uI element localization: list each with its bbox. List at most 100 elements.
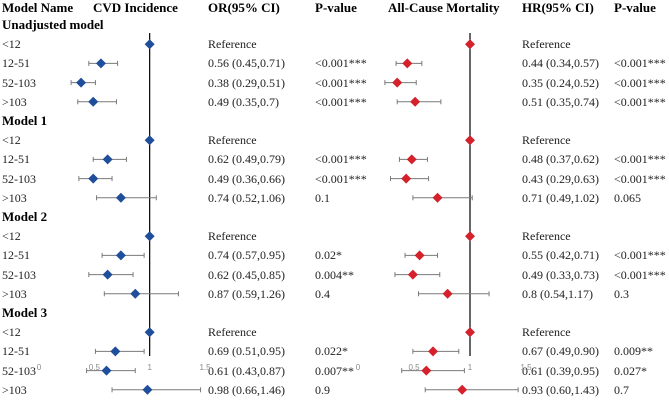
point-estimate-marker [144,39,155,50]
point-estimate-marker [142,384,153,395]
hr-p-value: 0.065 [614,190,641,205]
point-estimate-marker [406,154,417,165]
header-all-cause-mortality: All-Cause Mortality [388,0,500,15]
hr-ci-text: 0.67 (0.49,0.90) [522,344,599,359]
point-estimate-marker [95,58,106,69]
hr-ci-text: 0.49 (0.33,0.73) [522,267,599,282]
point-estimate-marker [110,346,121,357]
point-estimate-marker [102,269,113,280]
or-p-value: <0.001*** [315,75,367,90]
row-label: 52-103 [2,267,36,282]
point-estimate-marker [428,346,439,357]
header-p-value-2: P-value [614,0,656,15]
or-p-value: 0.4 [315,286,330,301]
hr-p-value: 0.009** [614,344,653,359]
row-label: <12 [2,229,21,244]
point-estimate-marker [465,231,475,242]
or-ci-text: 0.74 (0.57,0.95) [208,248,285,263]
hr-p-value: <0.001*** [614,94,666,109]
point-estimate-marker [115,192,126,203]
hr-ci-text: Reference [522,325,571,340]
point-estimate-marker [88,96,99,107]
row-label: >103 [2,94,27,109]
point-estimate-marker [102,154,113,165]
hr-ci-text: 0.35 (0.24,0.52) [522,75,599,90]
point-estimate-marker [144,135,155,146]
or-p-value: 0.022* [315,344,348,359]
row-label: 52-103 [2,75,36,90]
section-title: Model 3 [2,305,48,320]
or-p-value: 0.004** [315,267,354,282]
point-estimate-marker [465,39,475,50]
hr-p-value: 0.027* [614,363,647,378]
or-p-value: 0.9 [315,382,330,397]
row-label: <12 [2,37,21,52]
section-title: Model 1 [2,113,48,128]
point-estimate-marker [76,77,87,88]
axis-tick-label: 0.5 [89,363,101,372]
hr-p-value: <0.001*** [614,56,666,71]
header-or-ci: OR(95% CI) [208,0,280,15]
hr-p-value: <0.001*** [614,171,666,186]
hr-ci-text: 0.93 (0.60,1.43) [522,382,599,397]
point-estimate-marker [465,327,475,338]
point-estimate-marker [457,384,468,395]
hr-ci-text: 0.43 (0.29,0.63) [522,171,599,186]
point-estimate-marker [144,327,155,338]
or-ci-text: 0.49 (0.36,0.66) [208,171,285,186]
hr-ci-text: Reference [522,37,571,52]
or-ci-text: 0.69 (0.51,0.95) [208,344,285,359]
or-ci-text: 0.62 (0.45,0.85) [208,267,285,282]
or-p-value: <0.001*** [315,152,367,167]
hr-ci-text: 0.48 (0.37,0.62) [522,152,599,167]
point-estimate-marker [414,250,425,261]
axis-tick-label: 1 [468,363,473,372]
axis-tick-label: 0.5 [408,363,420,372]
point-estimate-marker [402,58,413,69]
or-ci-text: 0.62 (0.49,0.79) [208,152,285,167]
or-ci-text: 0.61 (0.43,0.87) [208,363,285,378]
axis-tick-label: 1.5 [199,363,211,372]
point-estimate-marker [421,365,432,376]
point-estimate-marker [401,173,412,184]
row-label: 52-103 [2,363,36,378]
header-cvd-incidence: CVD Incidence [93,0,178,15]
or-p-value: 0.007** [315,363,354,378]
or-ci-text: 0.98 (0.66,1.46) [208,382,285,397]
or-ci-text: Reference [208,133,257,148]
row-label: <12 [2,325,21,340]
hr-ci-text: 0.55 (0.42,0.71) [522,248,599,263]
header-model-name: Model Name [2,0,74,15]
or-ci-text: 0.56 (0.45,0.71) [208,56,285,71]
hr-ci-text: 0.44 (0.34,0.57) [522,56,599,71]
or-p-value: <0.001*** [315,56,367,71]
point-estimate-marker [130,288,141,299]
hr-p-value: <0.001*** [614,75,666,90]
row-label: >103 [2,382,27,397]
axis-tick-label: 1.5 [520,363,532,372]
axis-tick-label: 1 [147,363,152,372]
header-p-value-1: P-value [315,0,357,15]
or-ci-text: 0.38 (0.29,0.51) [208,75,285,90]
or-p-value: <0.001*** [315,94,367,109]
row-label: >103 [2,286,27,301]
or-ci-text: Reference [208,37,257,52]
row-label: 12-51 [2,56,30,71]
point-estimate-marker [410,96,421,107]
hr-p-value: <0.001*** [614,152,666,167]
hr-ci-text: Reference [522,229,571,244]
axis-tick-label: 0 [37,363,42,372]
row-label: 12-51 [2,344,30,359]
hr-ci-text: 0.71 (0.49,1.02) [522,190,599,205]
point-estimate-marker [88,173,99,184]
row-label: 12-51 [2,152,30,167]
row-label: 12-51 [2,248,30,263]
or-ci-text: 0.87 (0.59,1.26) [208,286,285,301]
point-estimate-marker [432,192,443,203]
hr-p-value: 0.7 [614,382,629,397]
hr-p-value: <0.001*** [614,267,666,282]
section-title: Unadjusted model [2,17,104,32]
or-p-value: 0.02* [315,248,342,263]
hr-ci-text: 0.61 (0.39,0.95) [522,363,599,378]
